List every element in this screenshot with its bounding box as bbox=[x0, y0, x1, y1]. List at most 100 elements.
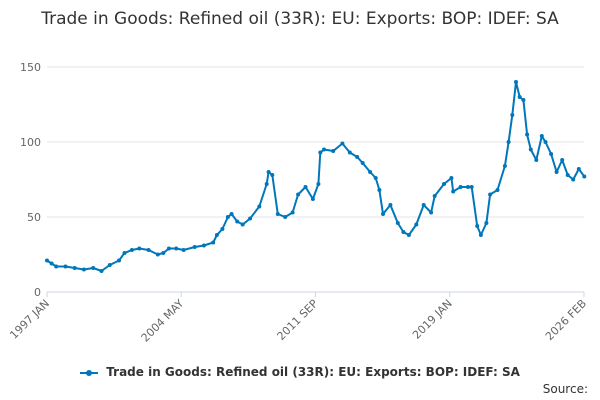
data-point bbox=[478, 233, 483, 237]
source-label: Source: bbox=[542, 382, 588, 396]
data-point bbox=[495, 188, 500, 192]
legend-label: Trade in Goods: Refined oil (33R): EU: E… bbox=[106, 365, 520, 379]
data-point bbox=[331, 149, 336, 153]
data-point bbox=[45, 258, 49, 263]
data-point bbox=[137, 246, 142, 251]
data-point bbox=[316, 182, 321, 186]
data-point bbox=[373, 176, 378, 180]
gridlines bbox=[47, 66, 584, 293]
data-point bbox=[63, 264, 68, 269]
data-point bbox=[310, 197, 315, 201]
data-point bbox=[99, 269, 104, 273]
data-point bbox=[514, 80, 518, 84]
data-point bbox=[81, 267, 86, 272]
data-point bbox=[571, 177, 576, 182]
data-point bbox=[406, 233, 411, 237]
data-point bbox=[360, 161, 365, 165]
data-point bbox=[582, 174, 587, 179]
data-point bbox=[290, 210, 295, 215]
data-point bbox=[368, 170, 373, 174]
data-point bbox=[155, 252, 160, 257]
data-point bbox=[91, 266, 96, 270]
y-tick-label: 100 bbox=[20, 136, 41, 149]
chart-title: Trade in Goods: Refined oil (33R): EU: E… bbox=[41, 9, 559, 29]
data-point bbox=[449, 176, 454, 180]
data-point bbox=[560, 158, 565, 162]
data-point bbox=[543, 140, 548, 144]
data-point bbox=[211, 240, 216, 245]
data-point bbox=[502, 164, 507, 168]
data-point bbox=[388, 203, 393, 207]
data-point bbox=[49, 261, 54, 266]
legend-swatch-dot bbox=[86, 369, 93, 376]
data-point bbox=[129, 248, 134, 252]
data-point bbox=[229, 212, 234, 216]
data-point bbox=[283, 215, 288, 219]
data-point bbox=[469, 185, 474, 189]
data-point bbox=[107, 263, 112, 267]
data-point bbox=[192, 245, 197, 249]
data-point bbox=[355, 155, 360, 159]
data-point bbox=[488, 192, 493, 197]
data-point bbox=[248, 216, 253, 221]
data-point bbox=[322, 147, 326, 152]
data-point bbox=[534, 158, 539, 162]
data-point bbox=[421, 203, 426, 207]
y-axis-ticks: 0 50 100 150 bbox=[20, 61, 41, 299]
data-point bbox=[220, 227, 225, 231]
series-line bbox=[46, 81, 586, 272]
data-point bbox=[475, 224, 480, 228]
data-point bbox=[146, 248, 151, 252]
x-tick-label: 2026 FEB bbox=[543, 297, 589, 343]
data-point bbox=[429, 210, 434, 215]
data-point bbox=[303, 185, 308, 189]
data-point bbox=[517, 95, 522, 99]
data-point bbox=[347, 150, 352, 155]
data-point bbox=[458, 185, 463, 189]
data-point bbox=[549, 152, 554, 156]
data-point bbox=[257, 204, 262, 209]
data-point bbox=[240, 222, 245, 227]
x-axis-ticks: 1997 JAN 2004 MAY 2011 SEP 2019 JAN 2026 FEB bbox=[7, 292, 589, 345]
y-tick-label: 150 bbox=[20, 61, 41, 74]
data-point bbox=[451, 189, 456, 194]
data-point bbox=[201, 243, 206, 248]
data-point bbox=[484, 221, 489, 225]
series-layer bbox=[45, 80, 587, 273]
data-point bbox=[340, 141, 345, 146]
data-point bbox=[576, 167, 581, 171]
data-point bbox=[539, 134, 544, 138]
data-point bbox=[506, 140, 511, 144]
data-point bbox=[442, 182, 446, 186]
data-point bbox=[432, 194, 437, 198]
data-point bbox=[161, 251, 166, 255]
data-point bbox=[554, 170, 559, 174]
data-point bbox=[395, 221, 400, 225]
data-point bbox=[235, 219, 240, 224]
data-point bbox=[264, 182, 269, 186]
data-point bbox=[270, 173, 275, 177]
data-point bbox=[54, 264, 59, 269]
data-point bbox=[525, 132, 530, 137]
data-point bbox=[181, 248, 186, 252]
x-tick-label: 2011 SEP bbox=[275, 297, 321, 343]
data-point bbox=[266, 170, 271, 174]
x-tick-label: 2019 JAN bbox=[410, 297, 455, 342]
data-point bbox=[166, 246, 171, 251]
data-point bbox=[174, 246, 179, 251]
data-point bbox=[296, 192, 301, 197]
data-point bbox=[122, 251, 127, 255]
data-point bbox=[117, 258, 121, 263]
data-point bbox=[381, 212, 385, 216]
data-point bbox=[275, 212, 280, 216]
data-point bbox=[214, 233, 219, 237]
x-tick-label: 2004 MAY bbox=[139, 297, 187, 345]
data-point bbox=[225, 215, 230, 219]
data-point bbox=[401, 230, 406, 234]
legend[interactable]: Trade in Goods: Refined oil (33R): EU: E… bbox=[0, 365, 600, 379]
data-point bbox=[377, 188, 382, 192]
data-point bbox=[72, 266, 77, 270]
y-tick-label: 0 bbox=[34, 286, 41, 299]
data-point bbox=[528, 147, 533, 152]
